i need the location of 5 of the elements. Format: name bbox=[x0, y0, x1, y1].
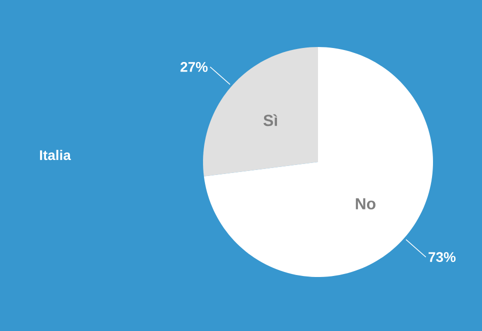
slice-label: No bbox=[356, 198, 376, 210]
text: Italia bbox=[40, 150, 71, 160]
data-label: 27% bbox=[180, 62, 208, 72]
slice-label: Sì bbox=[263, 114, 278, 126]
data-label: 73% bbox=[428, 252, 456, 262]
